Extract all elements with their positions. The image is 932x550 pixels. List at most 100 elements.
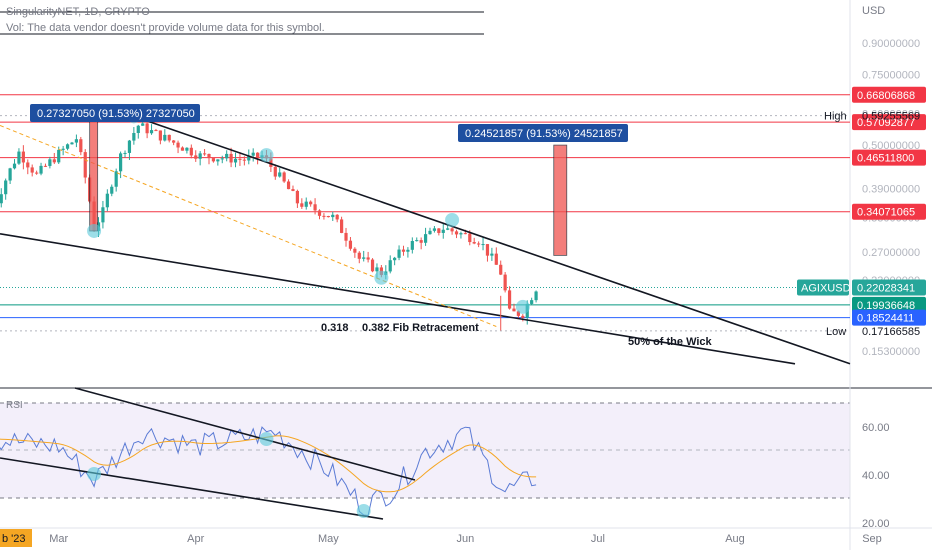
touch-point-marker — [259, 148, 274, 163]
candle-body — [194, 155, 198, 159]
candle-body — [300, 203, 304, 207]
price-tick-label: 0.15300000 — [862, 346, 920, 358]
currency-label: USD — [862, 5, 885, 17]
date-cursor-label: b '23 — [2, 533, 26, 545]
time-tick-label: Apr — [187, 533, 204, 545]
candle-body — [410, 241, 414, 250]
candle-body — [463, 233, 467, 235]
candle-body — [415, 240, 419, 242]
rsi-upper-trendline — [74, 387, 416, 481]
candle-body — [65, 144, 70, 149]
volume-notice: Vol: The data vendor doesn't provide vol… — [6, 22, 325, 34]
candle-body — [353, 248, 357, 253]
candle-body — [534, 291, 538, 301]
rsi-touch-point — [87, 467, 102, 481]
level-tag-box — [852, 86, 926, 103]
candle-body — [437, 228, 441, 233]
candle-body — [30, 167, 34, 173]
candle-body — [202, 153, 207, 155]
candle-body — [105, 193, 109, 208]
candle-body — [432, 228, 437, 231]
candle-body — [247, 155, 251, 161]
candle-body — [225, 153, 229, 159]
candle-body — [401, 249, 406, 252]
candle-body — [313, 204, 317, 211]
candle-body — [119, 153, 123, 172]
candle-body — [286, 181, 291, 190]
time-tick-label: Jul — [591, 533, 605, 545]
candle-body — [348, 240, 353, 249]
rsi-label: RSI — [6, 400, 23, 411]
candle-body — [331, 214, 335, 218]
candle-body — [485, 244, 490, 256]
high-value: 0.59255569 — [862, 111, 920, 123]
candle-body — [238, 158, 242, 160]
candle-body — [48, 159, 52, 166]
last-price-box — [852, 279, 926, 296]
low-label: Low — [826, 326, 846, 338]
candle-body — [70, 142, 74, 145]
rsi-tick-label: 40.00 — [862, 470, 890, 482]
candle-body — [127, 140, 132, 153]
price-tick-label: 0.50000000 — [862, 140, 920, 152]
touch-point-marker — [87, 223, 102, 238]
candle-body — [335, 214, 339, 220]
level-tag-value: 0.66806868 — [857, 90, 915, 102]
level-tag-box — [852, 296, 926, 313]
rsi-lower-trendline — [0, 457, 384, 520]
candle-body — [388, 260, 392, 272]
candle-body — [21, 151, 25, 163]
candle-body — [61, 148, 65, 150]
symbol-tag: AGIXUSD — [801, 283, 851, 295]
candle-body — [477, 243, 481, 245]
candle-body — [468, 233, 472, 243]
candle-body — [366, 257, 370, 260]
candle-body — [269, 158, 273, 167]
candle-body — [145, 123, 149, 134]
level-tag-box — [852, 203, 926, 220]
candle-body — [185, 147, 189, 151]
level-tag-box — [852, 114, 926, 131]
high-label: High — [824, 111, 847, 123]
measure-bar-2 — [553, 144, 568, 256]
candle-body — [17, 151, 21, 164]
candle-body — [83, 152, 87, 178]
candle-body — [362, 257, 366, 259]
candle-body — [12, 163, 17, 169]
candle-body — [4, 180, 8, 195]
price-tick-label: 0.90000000 — [862, 38, 920, 50]
rsi-touch-point — [356, 504, 371, 518]
candle-body — [512, 308, 516, 312]
candle-body — [207, 153, 211, 159]
candle-body — [357, 252, 361, 259]
time-tick-label: Jun — [456, 533, 474, 545]
level-tag-box — [852, 309, 926, 326]
candle-body — [450, 228, 454, 232]
level-tag-value: 0.46511800 — [857, 153, 914, 165]
measure-label-box-1 — [30, 104, 200, 122]
price-tick-label: 0.27000000 — [862, 247, 920, 259]
measure-bar-1 — [89, 115, 99, 232]
rsi-tick-label: 60.00 — [862, 422, 890, 434]
touch-point-marker — [445, 212, 460, 227]
candle-body — [233, 158, 238, 163]
wick-annotation: 50% of the Wick — [628, 336, 713, 348]
candle-body — [295, 190, 299, 204]
candle-body — [8, 168, 12, 181]
candle-body — [322, 215, 326, 217]
candle-body — [79, 139, 83, 153]
candle-body — [375, 267, 379, 272]
candle-body — [397, 249, 401, 258]
candle-body — [141, 123, 145, 126]
symbol-legend[interactable]: SingularityNET, 1D, CRYPTO — [6, 6, 150, 18]
level-tag-value: 0.19936648 — [857, 300, 915, 312]
candle-body — [154, 130, 158, 132]
candle-body — [180, 147, 185, 151]
time-tick-label: May — [318, 533, 339, 545]
fib-dashed-line — [0, 124, 497, 327]
fib-level-left: 0.318 — [321, 322, 349, 334]
time-tick-label: Sep — [862, 533, 882, 545]
time-tick-label: Mar — [49, 533, 68, 545]
rsi-touch-point — [259, 432, 274, 446]
candle-body — [0, 194, 3, 204]
